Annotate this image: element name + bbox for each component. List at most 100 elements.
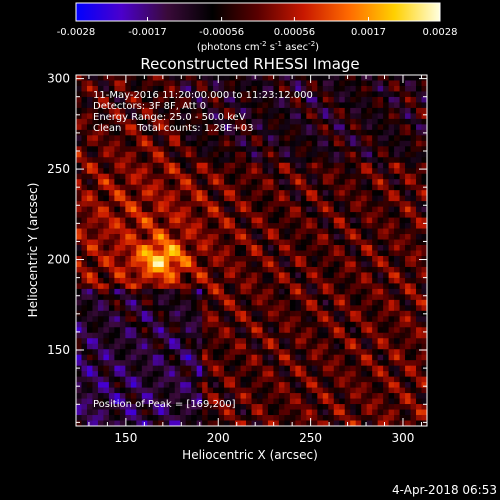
heatmap-cell	[410, 360, 417, 366]
heatmap-cell	[306, 420, 313, 426]
heatmap-cell	[284, 299, 291, 306]
heatmap-cell	[333, 338, 340, 345]
heatmap-cell	[141, 206, 148, 213]
heatmap-cell	[317, 212, 324, 218]
heatmap-cell	[92, 365, 99, 372]
heatmap-cell	[81, 124, 88, 131]
heatmap-cell	[114, 288, 121, 295]
heatmap-cell	[235, 162, 241, 169]
heatmap-cell	[141, 283, 148, 290]
heatmap-cell	[97, 376, 104, 383]
heatmap-cell	[295, 255, 302, 262]
heatmap-cell	[394, 371, 400, 377]
heatmap-cell	[125, 283, 132, 290]
heatmap-cell	[141, 261, 148, 268]
heatmap-cell	[328, 354, 335, 361]
heatmap-cell	[416, 415, 422, 421]
heatmap-cell	[130, 195, 137, 202]
heatmap-cell	[152, 360, 159, 366]
heatmap-cell	[377, 179, 384, 185]
heatmap-cell	[410, 195, 417, 202]
heatmap-cell	[152, 272, 159, 279]
heatmap-cell	[251, 420, 258, 426]
heatmap-cell	[300, 96, 307, 103]
heatmap-cell	[207, 266, 214, 273]
heatmap-cell	[383, 283, 389, 290]
heatmap-cell	[141, 157, 148, 164]
heatmap-cell	[295, 223, 302, 229]
heatmap-cell	[339, 310, 346, 317]
heatmap-cell	[251, 75, 258, 81]
heatmap-cell	[350, 305, 356, 312]
heatmap-cell	[218, 212, 225, 218]
heatmap-cell	[388, 118, 395, 125]
heatmap-cell	[300, 255, 307, 262]
heatmap-cell	[416, 217, 422, 224]
heatmap-cell	[119, 195, 126, 202]
heatmap-cell	[361, 266, 367, 273]
heatmap-cell	[344, 179, 351, 185]
heatmap-cell	[388, 190, 395, 196]
heatmap-cell	[180, 398, 186, 405]
heatmap-cell	[202, 393, 208, 399]
heatmap-cell	[76, 261, 82, 268]
heatmap-cell	[306, 404, 313, 410]
heatmap-cell	[86, 157, 93, 164]
heatmap-cell	[317, 146, 324, 153]
heatmap-cell	[377, 151, 384, 158]
heatmap-cell	[311, 168, 318, 175]
heatmap-cell	[377, 382, 384, 388]
heatmap-cell	[229, 272, 236, 279]
heatmap-cell	[416, 124, 422, 131]
heatmap-cell	[180, 190, 186, 196]
heatmap-cell	[191, 250, 197, 257]
heatmap-cell	[399, 261, 406, 268]
heatmap-cell	[141, 288, 148, 295]
heatmap-cell	[97, 321, 104, 328]
heatmap-cell	[163, 294, 170, 301]
heatmap-cell	[295, 212, 302, 218]
heatmap-cell	[262, 201, 269, 207]
heatmap-cell	[278, 365, 285, 372]
heatmap-cell	[278, 255, 285, 262]
heatmap-cell	[240, 179, 247, 185]
heatmap-cell	[224, 316, 230, 323]
heatmap-cell	[152, 409, 159, 416]
heatmap-cell	[103, 234, 110, 240]
heatmap-cell	[355, 135, 362, 142]
heatmap-cell	[235, 288, 241, 295]
heatmap-cell	[300, 85, 307, 92]
heatmap-cell	[278, 195, 285, 202]
heatmap-cell	[339, 261, 346, 268]
heatmap-cell	[185, 255, 192, 262]
heatmap-cell	[405, 228, 411, 235]
heatmap-cell	[202, 288, 208, 295]
heatmap-cell	[306, 179, 313, 185]
heatmap-cell	[410, 393, 417, 399]
heatmap-cell	[229, 305, 236, 312]
heatmap-cell	[366, 283, 373, 290]
heatmap-cell	[213, 80, 219, 87]
heatmap-cell	[300, 234, 307, 240]
heatmap-cell	[372, 404, 378, 410]
heatmap-cell	[86, 360, 93, 366]
heatmap-cell	[311, 140, 318, 147]
heatmap-cell	[163, 327, 170, 334]
heatmap-cell	[289, 168, 296, 175]
heatmap-cell	[328, 398, 335, 405]
heatmap-cell	[306, 283, 313, 290]
heatmap-cell	[141, 113, 148, 120]
heatmap-cell	[399, 321, 406, 328]
heatmap-cell	[361, 212, 367, 218]
heatmap-cell	[300, 239, 307, 246]
heatmap-cell	[377, 173, 384, 180]
heatmap-cell	[246, 404, 252, 410]
heatmap-cell	[311, 371, 318, 377]
heatmap-cell	[92, 168, 99, 175]
heatmap-cell	[180, 118, 186, 125]
heatmap-cell	[394, 310, 400, 317]
heatmap-cell	[185, 327, 192, 334]
heatmap-cell	[114, 261, 121, 268]
heatmap-cell	[289, 206, 296, 213]
heatmap-cell	[103, 190, 110, 196]
